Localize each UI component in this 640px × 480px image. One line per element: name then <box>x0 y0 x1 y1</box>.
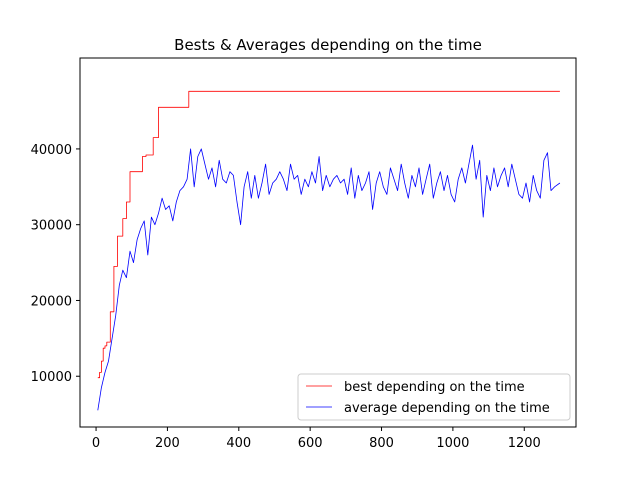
plot-frame <box>79 57 577 428</box>
x-tick-label: 800 <box>369 436 394 451</box>
x-tick-label: 600 <box>298 436 323 451</box>
legend-label-0: best depending on the time <box>344 380 525 395</box>
x-tick-label: 400 <box>226 436 251 451</box>
legend: best depending on the time average depend… <box>297 373 571 421</box>
y-tick-label: 10000 <box>31 370 72 385</box>
legend-label-1: average depending on the time <box>344 401 550 416</box>
x-tick-label: 200 <box>155 436 180 451</box>
chart-title: Bests & Averages depending on the time <box>174 36 482 54</box>
series-line-0 <box>97 90 560 379</box>
plot-lines <box>97 90 561 411</box>
x-axis: 0 200 400 600 800 1000 1200 <box>92 427 541 451</box>
x-tick-label: 1200 <box>508 436 541 451</box>
series-line-1 <box>97 144 561 411</box>
y-tick-label: 40000 <box>31 143 72 158</box>
y-axis: 10000 20000 30000 40000 <box>31 143 80 385</box>
x-tick-label: 0 <box>92 436 100 451</box>
legend-box <box>297 373 571 421</box>
y-tick-label: 30000 <box>31 219 72 234</box>
x-tick-label: 1000 <box>436 436 469 451</box>
y-tick-label: 20000 <box>31 294 72 309</box>
